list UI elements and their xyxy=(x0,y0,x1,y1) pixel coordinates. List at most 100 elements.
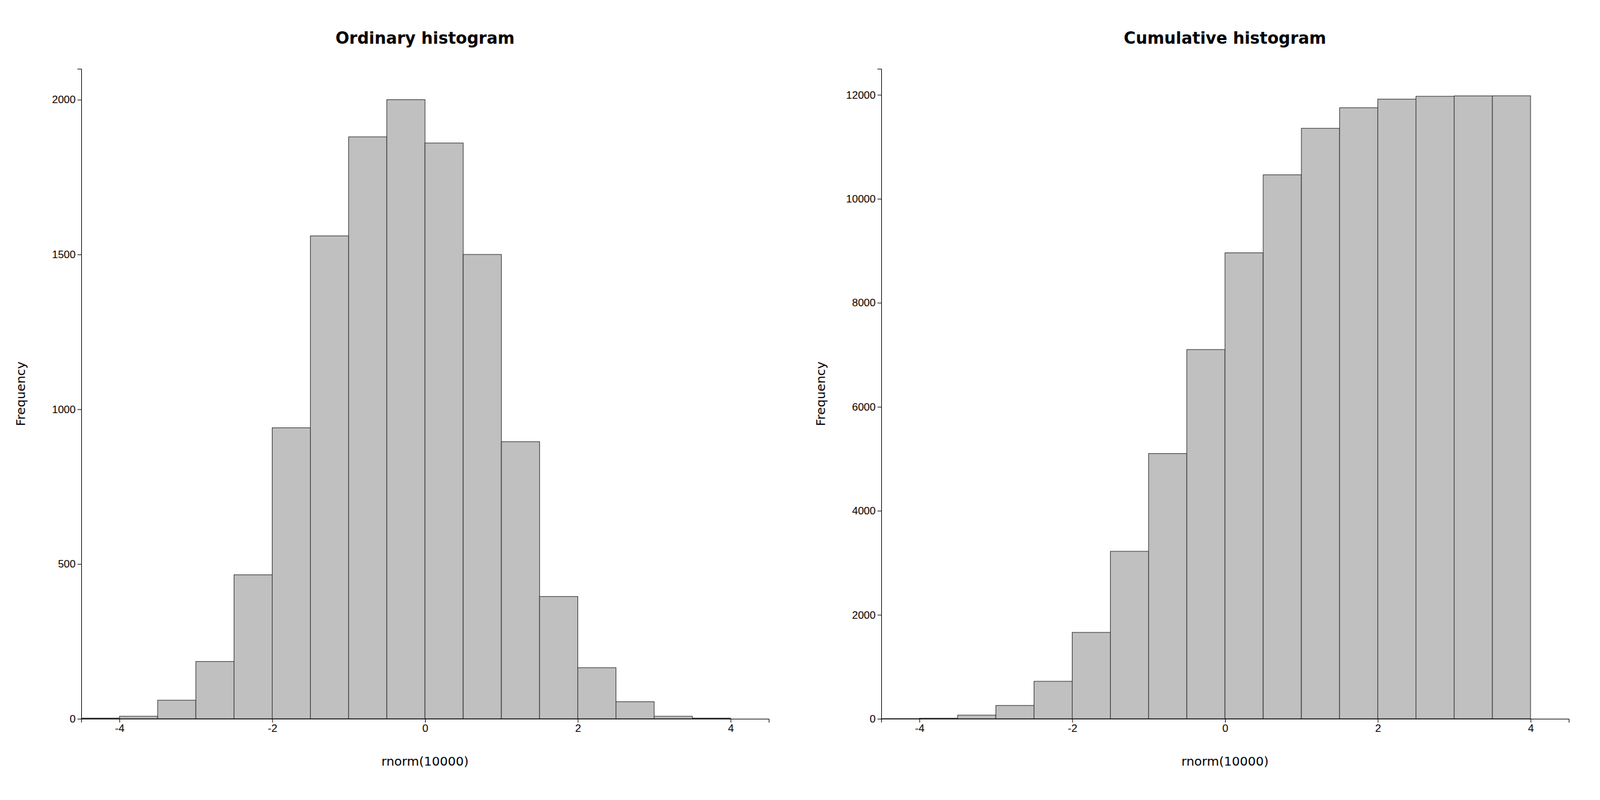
y-tick-mark xyxy=(877,95,882,96)
y-tick: 12000 xyxy=(846,89,882,102)
x-tick: -4 xyxy=(115,718,125,735)
x-tick: -2 xyxy=(267,718,277,735)
y-axis: 0 2000 4000 6000 8000 10000 12000 xyxy=(846,69,882,725)
histogram-bar xyxy=(1416,96,1455,719)
x-axis-title: rnorm(10000) xyxy=(381,753,469,769)
histogram-bar xyxy=(957,715,996,719)
y-tick-mark xyxy=(877,510,882,512)
histogram-bar xyxy=(1110,551,1149,719)
histogram-bar xyxy=(1072,632,1111,719)
histogram-bar xyxy=(1263,175,1302,719)
histogram-bar xyxy=(1377,99,1416,719)
histogram-bar xyxy=(539,596,578,719)
x-tick-label: 0 xyxy=(422,722,429,735)
histogram-bar xyxy=(1186,349,1225,719)
y-tick: 8000 xyxy=(851,296,882,309)
y-tick-label: 10000 xyxy=(846,193,876,205)
y-tick-label: 8000 xyxy=(851,296,876,309)
x-tick-label: 4 xyxy=(728,722,734,735)
y-axis-line xyxy=(877,69,882,720)
histogram-bar xyxy=(616,701,655,719)
x-tick: 4 xyxy=(728,718,734,735)
panel: -4 -2 0 2 4 0 2000 4000 6000 8000 10000 12000 Cumula… xyxy=(813,28,1570,769)
histogram-bar xyxy=(348,136,387,719)
y-tick-mark xyxy=(877,406,882,408)
y-axis-title: Frequency xyxy=(813,361,829,426)
x-tick-label: 2 xyxy=(1375,722,1381,735)
histogram-bar xyxy=(1225,253,1264,719)
histogram-bar xyxy=(919,718,958,719)
x-tick-label: 0 xyxy=(1222,722,1229,735)
histogram-bar xyxy=(1454,95,1493,719)
y-tick-label: 0 xyxy=(70,713,76,725)
histogram-bar xyxy=(157,700,196,719)
y-tick-label: 12000 xyxy=(846,89,876,102)
chart-canvas: -4 -2 0 2 4 0 500 1000 1500 2000 Ordinary histogra… xyxy=(0,0,1600,800)
x-tick-label: -2 xyxy=(267,722,277,735)
histogram-bar xyxy=(881,718,920,719)
y-tick-mark xyxy=(77,254,82,255)
histogram-bar xyxy=(1033,681,1072,719)
x-tick: -4 xyxy=(915,718,925,735)
y-tick-mark xyxy=(77,718,82,720)
x-tick: 4 xyxy=(1528,718,1534,735)
y-tick-mark xyxy=(77,563,82,565)
histogram-bar xyxy=(310,235,349,719)
y-tick-label: 6000 xyxy=(851,401,876,414)
histogram-bar xyxy=(386,100,425,719)
y-tick-label: 1000 xyxy=(51,403,76,416)
y-tick-label: 2000 xyxy=(851,609,876,622)
histogram-bar xyxy=(233,575,272,719)
histogram-bar xyxy=(501,441,540,719)
y-tick-label: 0 xyxy=(870,713,876,725)
y-tick: 1500 xyxy=(51,248,82,261)
y-tick-label: 1500 xyxy=(51,248,76,261)
histogram-bar xyxy=(577,667,616,719)
y-tick: 0 xyxy=(870,713,882,725)
y-tick-mark xyxy=(877,198,882,200)
bars xyxy=(881,95,1531,719)
histogram-bar xyxy=(463,254,502,719)
y-tick-mark xyxy=(77,100,82,101)
histogram-bar xyxy=(119,716,158,719)
y-tick-label: 500 xyxy=(58,558,76,570)
y-axis-title: Frequency xyxy=(13,361,29,426)
y-tick-mark xyxy=(877,302,882,304)
x-tick: 0 xyxy=(1222,718,1229,735)
y-tick-label: 2000 xyxy=(51,93,76,106)
histogram-bar xyxy=(1339,107,1378,719)
y-tick: 2000 xyxy=(851,609,882,622)
histogram-bar xyxy=(81,718,120,719)
y-tick-label: 4000 xyxy=(851,505,876,517)
y-axis-line xyxy=(77,69,82,720)
histogram-bar xyxy=(195,661,234,719)
y-axis: 0 500 1000 1500 2000 xyxy=(51,69,82,725)
y-tick-mark xyxy=(77,409,82,410)
x-tick-label: 2 xyxy=(575,722,581,735)
x-axis-title: rnorm(10000) xyxy=(1181,753,1269,769)
x-tick: -2 xyxy=(1067,718,1077,735)
histogram-bar xyxy=(1492,95,1531,719)
x-axis: -4 -2 0 2 4 xyxy=(881,718,1570,735)
y-tick: 4000 xyxy=(851,505,882,517)
chart-title: Cumulative histogram xyxy=(1123,28,1327,48)
y-tick: 10000 xyxy=(846,193,882,205)
histogram-bar xyxy=(425,143,464,719)
y-tick: 500 xyxy=(58,558,82,570)
y-tick: 1000 xyxy=(51,403,82,416)
y-tick: 2000 xyxy=(51,93,82,106)
histogram-bar xyxy=(1148,453,1187,719)
y-tick-mark xyxy=(877,615,882,616)
histogram-bar xyxy=(272,427,311,719)
y-tick: 0 xyxy=(70,713,82,725)
x-tick-label: -4 xyxy=(915,722,925,735)
histogram-bar xyxy=(654,716,693,719)
chart-title: Ordinary histogram xyxy=(335,28,515,48)
x-tick-label: 4 xyxy=(1528,722,1534,735)
panel: -4 -2 0 2 4 0 500 1000 1500 2000 Ordinary histogra… xyxy=(13,28,770,769)
bars xyxy=(81,100,731,719)
y-tick-mark xyxy=(877,718,882,720)
histogram-bar xyxy=(995,705,1034,719)
x-tick: 0 xyxy=(422,718,429,735)
x-tick-label: -2 xyxy=(1067,722,1077,735)
